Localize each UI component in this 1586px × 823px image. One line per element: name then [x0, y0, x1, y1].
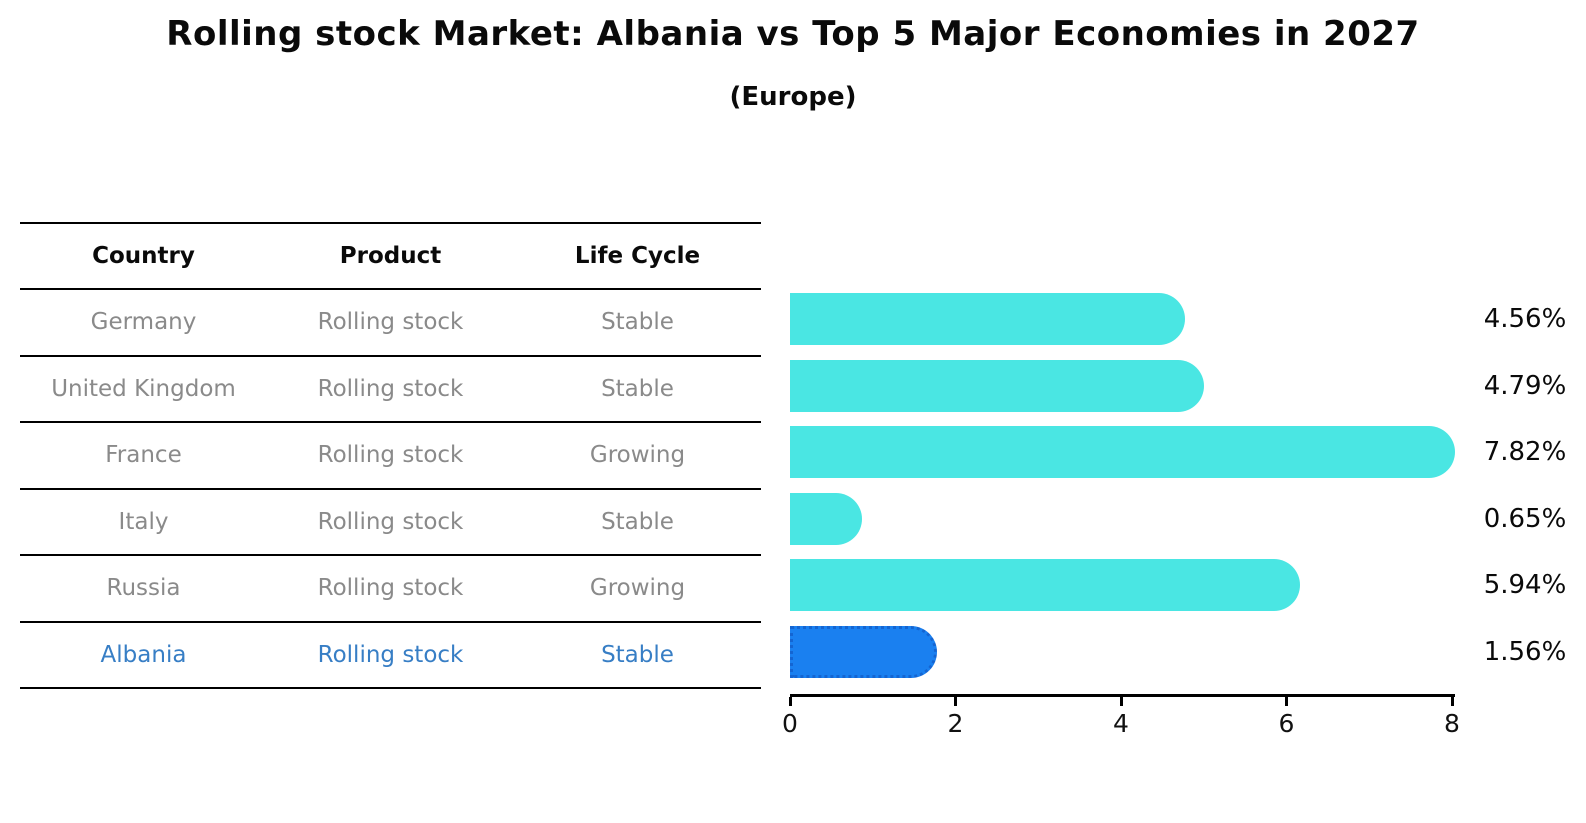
column-header-country: Country [92, 243, 195, 269]
tick-label: 8 [1444, 709, 1460, 738]
table-row-united-kingdom: United Kingdom Rolling stock Stable [20, 357, 761, 423]
bar-row-germany: 4.56% [790, 286, 1566, 353]
product-cell: Rolling stock [317, 309, 464, 336]
chart-title: Rolling stock Market: Albania vs Top 5 M… [166, 14, 1420, 54]
life-cycle-cell: Growing [589, 442, 686, 469]
bar-united-kingdom [790, 359, 1205, 412]
bar-value-label: 4.79% [1483, 370, 1567, 401]
bar-value-label: 7.82% [1483, 437, 1567, 468]
product-cell: Rolling stock [317, 442, 464, 469]
bar-france [790, 426, 1456, 478]
tick-label: 2 [947, 709, 964, 738]
table-header-row: Country Product Life Cycle [20, 222, 761, 290]
bar-row-italy: 0.65% [790, 486, 1566, 553]
table-row-italy: Italy Rolling stock Stable [20, 490, 761, 556]
life-cycle-cell: Stable [601, 508, 674, 535]
bar-value-label: 4.56% [1483, 304, 1567, 335]
bar-germany [790, 293, 1186, 345]
table-row-albania: Albania Rolling stock Stable [20, 623, 761, 689]
bar-value-label: 5.94% [1483, 570, 1567, 601]
table-row-germany: Germany Rolling stock Stable [20, 290, 761, 357]
life-cycle-cell: Growing [589, 575, 686, 602]
bar-row-united-kingdom: 4.79% [790, 353, 1566, 420]
column-header-life-cycle: Life Cycle [574, 243, 701, 269]
product-cell: Rolling stock [317, 641, 464, 668]
bar-russia [790, 559, 1300, 611]
tick-mark [1285, 697, 1288, 706]
bar-row-albania: 1.56% [790, 619, 1566, 686]
country-cell: United Kingdom [51, 375, 236, 402]
bar-italy [790, 492, 862, 545]
table-row-france: France Rolling stock Growing [20, 423, 761, 490]
product-cell: Rolling stock [317, 508, 464, 535]
tick-label: 4 [1113, 709, 1129, 738]
country-table: Country Product Life Cycle Germany Rolli… [20, 222, 761, 689]
country-cell: Albania [100, 641, 187, 668]
x-axis: 0 2 4 6 8 [782, 694, 1460, 747]
column-header-product: Product [339, 243, 442, 269]
tick-label: 6 [1278, 709, 1295, 738]
chart-subtitle: (Europe) [729, 82, 857, 112]
life-cycle-cell: Stable [601, 375, 674, 402]
bar-value-label: 1.56% [1483, 636, 1567, 667]
country-cell: Germany [90, 309, 197, 336]
bar-plot: 4.56% 4.79% 7.82% 0.65% 5.94% 1.56% [790, 286, 1566, 686]
bar-value-label: 0.65% [1483, 503, 1567, 534]
bar-row-france: 7.82% [790, 419, 1566, 486]
bar-row-russia: 5.94% [790, 552, 1566, 619]
country-cell: France [105, 442, 182, 469]
product-cell: Rolling stock [317, 575, 464, 602]
tick-mark [788, 697, 792, 706]
life-cycle-cell: Stable [601, 309, 674, 336]
tick-label: 0 [782, 709, 798, 738]
product-cell: Rolling stock [317, 375, 464, 402]
tick-mark [954, 697, 957, 706]
life-cycle-cell: Stable [601, 641, 674, 668]
bar-albania-highlighted [790, 625, 938, 678]
table-row-russia: Russia Rolling stock Growing [20, 556, 761, 623]
country-cell: Italy [118, 508, 169, 535]
country-cell: Russia [106, 575, 181, 602]
tick-mark [1450, 697, 1454, 706]
tick-mark [1119, 697, 1123, 706]
